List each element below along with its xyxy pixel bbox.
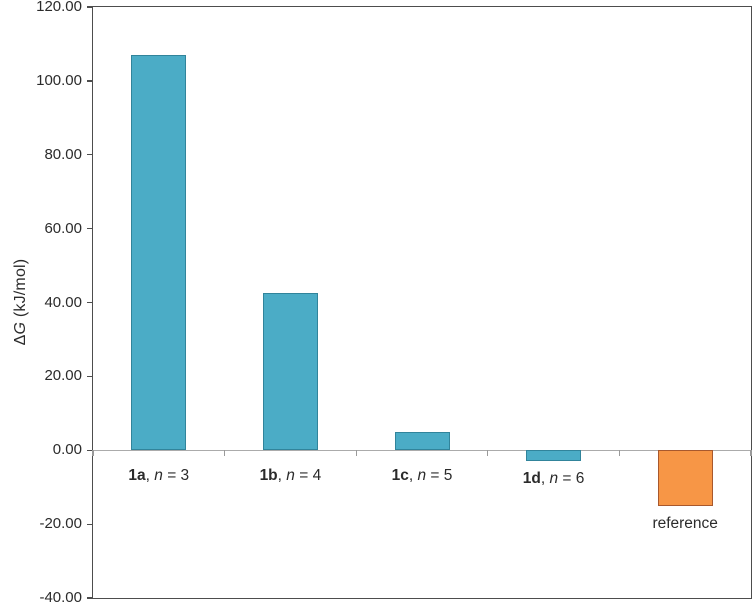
category-label-text: n [154,467,163,485]
category-label-text: 1d [522,470,541,488]
y-tick-mark [87,80,93,82]
category-label-text: , [145,467,155,485]
y-tick-mark [87,6,93,8]
category-label-text: 1a [128,467,146,485]
category-label-text: , [277,467,287,485]
bar-1b [262,293,318,451]
x-tick-mark [92,450,94,456]
category-label-text: n [417,467,427,485]
y-tick-mark [87,154,93,156]
y-tick-label: 80.00 [44,145,82,163]
y-tick-label: -40.00 [39,589,82,606]
y-tick-label: 20.00 [44,367,82,385]
y-axis-title-units: (kJ/mol) [12,258,29,322]
category-label-text: = 5 [426,467,453,485]
x-tick-mark [750,450,752,456]
category-label-1d: 1d, n = 6 [488,469,620,488]
y-tick-mark [87,301,93,304]
category-label-text: , [540,470,550,488]
category-label-text: = 3 [162,467,190,485]
y-tick-label: 60.00 [44,219,82,237]
category-label-text: = 4 [294,467,322,485]
x-tick-mark [618,450,620,456]
bar-1d [526,450,582,462]
y-tick-label: 100.00 [36,71,82,89]
category-label-text: 1c [391,467,409,485]
category-label-1b: 1b, n = 4 [225,466,357,485]
category-label-text: reference [652,514,718,532]
y-tick-mark [87,228,93,230]
bar-reference [657,450,713,506]
x-tick-mark [355,450,357,456]
y-tick-mark [87,375,93,378]
y-tick-mark [87,449,93,451]
category-label-1c: 1c, n = 5 [356,466,488,485]
bar-1c [394,431,450,451]
bar-1a [131,55,187,451]
y-axis-title-prefix: Δ [12,334,29,346]
category-label-text: n [286,467,295,485]
category-label-text: , [408,467,418,485]
y-tick-mark [87,597,93,599]
y-tick-label: 0.00 [52,441,82,459]
y-tick-label: -20.00 [39,515,82,533]
y-tick-label: 40.00 [44,293,82,311]
category-label-reference: reference [619,514,751,533]
category-label-1a: 1a, n = 3 [93,466,225,485]
y-tick-label: 120.00 [36,0,82,15]
category-label-text: = 6 [558,470,585,488]
y-axis-title-symbol: G [12,321,29,335]
category-label-text: n [549,470,559,488]
y-tick-mark [87,523,93,525]
x-tick-mark [224,450,226,456]
x-tick-mark [487,450,489,456]
plot-area [92,6,752,599]
category-label-text: 1b [259,467,278,485]
